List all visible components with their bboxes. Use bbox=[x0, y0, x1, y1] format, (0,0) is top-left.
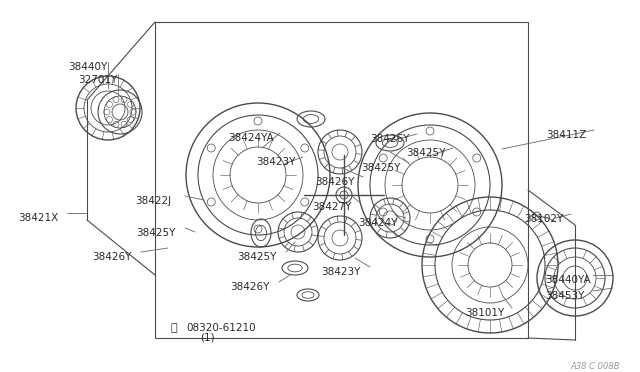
Text: 38421X: 38421X bbox=[18, 213, 58, 223]
Text: 38423Y: 38423Y bbox=[321, 267, 360, 277]
Text: 38426Y: 38426Y bbox=[370, 134, 410, 144]
Text: 08320-61210: 08320-61210 bbox=[186, 323, 255, 333]
Text: 38426Y: 38426Y bbox=[315, 177, 355, 187]
Text: 38423Y: 38423Y bbox=[256, 157, 296, 167]
Text: 38424YA: 38424YA bbox=[228, 133, 274, 143]
Text: 38427Y: 38427Y bbox=[312, 202, 351, 212]
Text: 38440Y: 38440Y bbox=[68, 62, 108, 72]
Text: 38424Y: 38424Y bbox=[358, 218, 397, 228]
Text: 38425Y: 38425Y bbox=[406, 148, 445, 158]
Text: 38411Z: 38411Z bbox=[546, 130, 586, 140]
Text: A38 C 008B: A38 C 008B bbox=[570, 362, 620, 371]
Text: 38453Y: 38453Y bbox=[545, 291, 584, 301]
Text: 38102Y: 38102Y bbox=[524, 214, 563, 224]
Text: 38426Y: 38426Y bbox=[92, 252, 131, 262]
Text: 38101Y: 38101Y bbox=[465, 308, 504, 318]
Text: 38422J: 38422J bbox=[135, 196, 171, 206]
Text: 38425Y: 38425Y bbox=[136, 228, 175, 238]
Text: Ⓢ: Ⓢ bbox=[171, 323, 177, 333]
Text: 38440YA: 38440YA bbox=[545, 275, 591, 285]
Text: 38426Y: 38426Y bbox=[230, 282, 269, 292]
Text: 38425Y: 38425Y bbox=[361, 163, 401, 173]
Text: (1): (1) bbox=[200, 333, 214, 343]
Text: 38425Y: 38425Y bbox=[237, 252, 276, 262]
Text: 32701Y: 32701Y bbox=[78, 75, 117, 85]
